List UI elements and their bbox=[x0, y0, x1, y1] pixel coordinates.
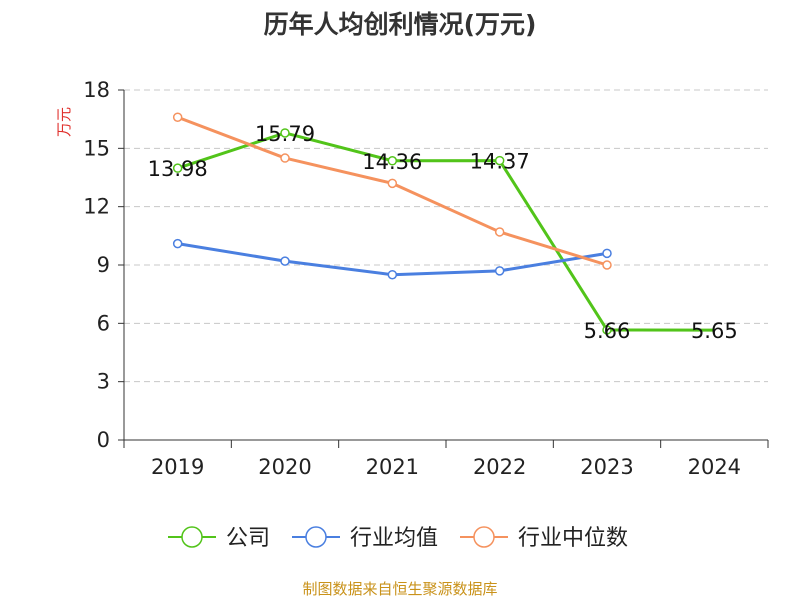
x-tick-label: 2021 bbox=[366, 455, 419, 479]
y-tick-label: 3 bbox=[97, 370, 110, 394]
x-tick-label: 2024 bbox=[688, 455, 741, 479]
data-point bbox=[494, 155, 505, 166]
source-note: 制图数据来自恒生聚源数据库 bbox=[302, 580, 497, 598]
x-tick-label: 2020 bbox=[258, 455, 311, 479]
legend-marker bbox=[473, 526, 495, 548]
legend-marker bbox=[305, 526, 327, 548]
x-tick-label: 2023 bbox=[580, 455, 633, 479]
data-point bbox=[172, 238, 183, 249]
series-layer bbox=[172, 112, 715, 335]
data-label: 5.65 bbox=[691, 319, 738, 343]
x-tick-label: 2019 bbox=[151, 455, 204, 479]
y-tick-label: 6 bbox=[97, 311, 110, 335]
series-line bbox=[177, 115, 608, 267]
legend-item-2[interactable]: 行业均值 bbox=[292, 526, 438, 551]
legend-item-3[interactable]: 行业中位数 bbox=[460, 526, 628, 551]
series-1 bbox=[172, 128, 715, 335]
data-point bbox=[602, 325, 612, 335]
data-point bbox=[280, 128, 290, 138]
legend-marker bbox=[181, 526, 203, 548]
data-labels: 13.98 15.79 14.36 14.37 5.66 5.65 bbox=[148, 122, 738, 343]
y-tick-label: 0 bbox=[97, 428, 110, 452]
data-point bbox=[602, 260, 612, 270]
data-point bbox=[387, 178, 398, 189]
data-point bbox=[172, 163, 183, 173]
data-label: 14.37 bbox=[470, 150, 530, 174]
data-point bbox=[602, 248, 612, 259]
y-tick-label: 9 bbox=[97, 253, 110, 277]
data-point bbox=[280, 256, 290, 266]
axes: 0 3 6 9 12 15 18 2019 2020 2021 2022 2023 2024 bbox=[83, 78, 769, 479]
series-3 bbox=[172, 112, 612, 270]
data-point bbox=[387, 156, 398, 166]
legend-label: 行业均值 bbox=[350, 526, 438, 551]
data-point bbox=[280, 153, 290, 163]
legend-label: 公司 bbox=[226, 526, 270, 551]
data-label: 5.66 bbox=[584, 319, 631, 343]
y-tick-label: 12 bbox=[83, 195, 110, 219]
y-tick-label: 15 bbox=[83, 136, 110, 160]
data-label: 14.36 bbox=[362, 150, 422, 174]
y-axis-label: 万元 bbox=[55, 107, 73, 137]
series-2 bbox=[172, 238, 612, 280]
data-point bbox=[494, 266, 505, 276]
x-tick-label: 2022 bbox=[473, 455, 526, 479]
data-label: 13.98 bbox=[148, 157, 208, 181]
data-point bbox=[387, 269, 398, 280]
chart-title: 历年人均创利情况(万元) bbox=[264, 10, 537, 39]
legend[interactable]: 公司 行业均值 行业中位数 bbox=[168, 526, 628, 551]
data-label: 15.79 bbox=[255, 122, 315, 146]
legend-label: 行业中位数 bbox=[518, 526, 628, 551]
series-line bbox=[177, 131, 715, 332]
y-tick-label: 18 bbox=[83, 78, 110, 102]
data-point bbox=[494, 227, 505, 237]
legend-item-1[interactable]: 公司 bbox=[168, 526, 270, 551]
data-point bbox=[172, 112, 183, 122]
